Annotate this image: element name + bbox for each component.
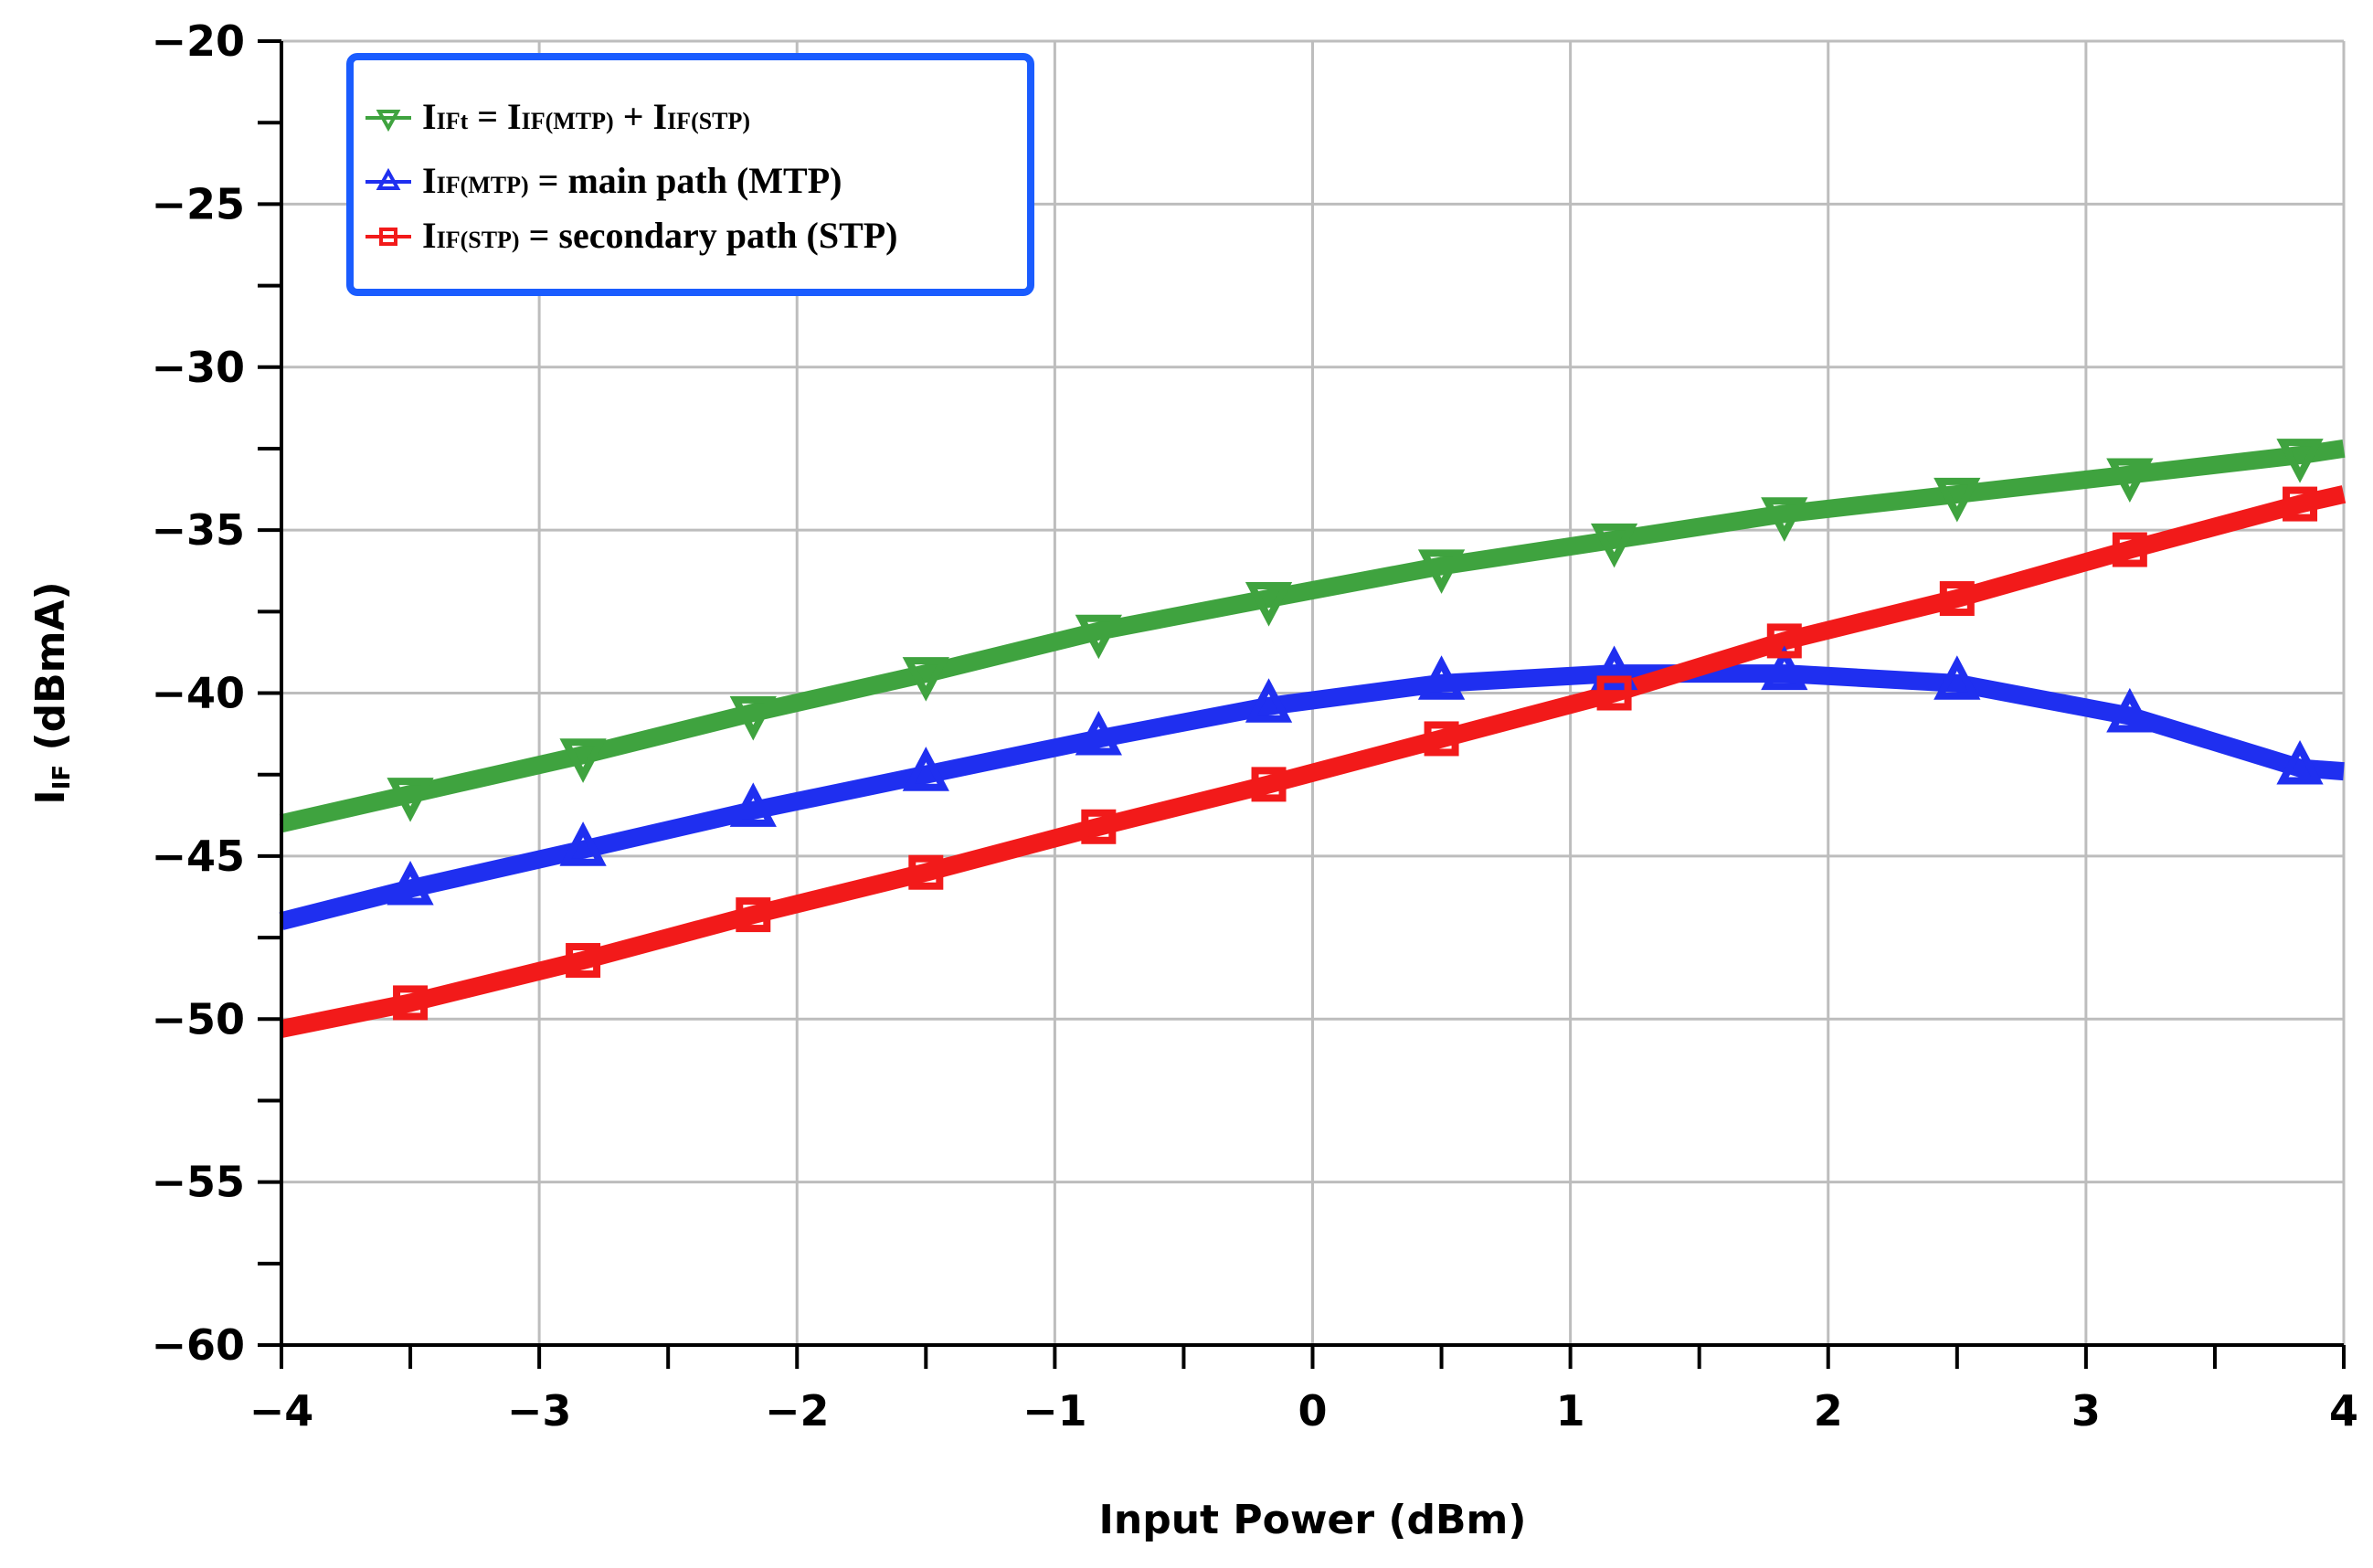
legend-label-part: IF(MTP) <box>437 172 529 198</box>
data-point-total <box>729 695 777 741</box>
series-line-stp <box>280 485 2347 1038</box>
legend-label-part: IF(MTP) <box>522 108 614 134</box>
x-tick-label: −1 <box>1022 1386 1087 1436</box>
x-tick-label: −4 <box>249 1386 314 1436</box>
y-tick-label: −25 <box>151 179 245 228</box>
y-tick-label: −40 <box>151 669 245 718</box>
data-point-mtp <box>729 782 777 827</box>
data-point-mtp <box>387 860 434 906</box>
x-tick-label: 1 <box>1556 1386 1585 1436</box>
data-point-total <box>1933 477 1981 523</box>
legend-label-part: IF(STP) <box>437 227 520 253</box>
x-tick-label: 2 <box>1814 1386 1843 1436</box>
x-tick-label: 3 <box>2071 1386 2101 1436</box>
legend-marker-mtp <box>376 167 401 190</box>
data-point-stp <box>1424 721 1459 757</box>
data-point-stp <box>1939 581 1975 617</box>
data-point-mtp <box>1075 710 1122 756</box>
y-axis-title-rest: (dBmA) <box>27 581 74 764</box>
data-point-stp <box>1081 809 1117 844</box>
y-tick-label: −60 <box>151 1320 245 1370</box>
data-point-mtp <box>1761 645 1808 691</box>
legend-marker-total <box>376 110 401 132</box>
y-tick-label: −30 <box>151 343 245 392</box>
legend-label-part: + I <box>614 96 667 137</box>
data-point-mtp <box>1590 645 1638 691</box>
legend-label-stp: IIF(STP) = secondary path (STP) <box>422 215 898 256</box>
data-point-stp <box>908 854 944 890</box>
legend-label-part: IF(STP) <box>667 108 750 134</box>
x-axis-title: Input Power (dBm) <box>1099 1497 1527 1543</box>
data-point-mtp <box>1245 678 1293 723</box>
legend-label-part: I <box>422 215 437 256</box>
data-point-total <box>2276 439 2324 483</box>
data-point-mtp <box>2106 687 2154 733</box>
legend-marker-stp <box>379 228 397 246</box>
data-point-stp <box>1766 623 1802 659</box>
data-point-mtp <box>559 821 607 866</box>
data-point-mtp <box>902 747 949 791</box>
y-tick-label: −55 <box>151 1158 245 1207</box>
y-tick-label: −45 <box>151 832 245 881</box>
data-point-stp <box>1596 675 1632 711</box>
legend-label-total: IIFt = IIF(MTP) + IIF(STP) <box>422 96 750 137</box>
data-point-total <box>1245 582 1293 627</box>
data-point-mtp <box>1933 655 1981 700</box>
x-tick-label: 4 <box>2329 1386 2358 1436</box>
y-tick-label: −20 <box>151 16 245 66</box>
data-point-stp <box>393 985 429 1021</box>
y-axis-title-main: I <box>27 789 74 804</box>
data-point-total <box>902 657 949 702</box>
data-point-stp <box>2283 486 2318 522</box>
data-point-stp <box>1251 767 1287 802</box>
x-tick-label: −3 <box>507 1386 572 1436</box>
y-tick-label: −35 <box>151 505 245 555</box>
y-axis-title: IIF (dBmA) <box>27 581 76 804</box>
legend-label-part: I <box>422 96 437 137</box>
data-point-stp <box>566 943 601 979</box>
x-tick-label: 0 <box>1298 1386 1327 1436</box>
legend: IIFt = IIF(MTP) + IIF(STP)IIF(MTP) = mai… <box>346 53 1034 296</box>
series-line-total <box>279 440 2346 832</box>
legend-label-mtp: IIF(MTP) = main path (MTP) <box>422 160 842 201</box>
legend-box <box>346 53 1034 296</box>
data-point-total <box>1590 523 1638 568</box>
data-point-total <box>2106 458 2154 503</box>
data-point-mtp <box>1417 655 1466 700</box>
data-point-total <box>387 778 434 822</box>
plot-area <box>279 439 2347 1038</box>
y-tick-label: −50 <box>151 994 245 1044</box>
legend-label-part: = I <box>468 96 521 137</box>
data-point-total <box>1417 549 1466 594</box>
legend-label-part: = secondary path (STP) <box>520 215 898 256</box>
legend-label-part: = main path (MTP) <box>529 160 842 201</box>
data-point-stp <box>736 897 771 933</box>
x-tick-label: −2 <box>765 1386 830 1436</box>
data-point-total <box>1075 614 1122 660</box>
data-point-mtp <box>2276 739 2324 785</box>
y-axis-title-sub: IF <box>48 765 76 789</box>
legend-label-part: IFt <box>437 108 469 134</box>
data-point-stp <box>2112 532 2147 567</box>
data-point-total <box>559 738 607 783</box>
axes: −4 −3 −2 −1 0 1 2 3 4 −20 −25 −30 −35 −40 −45 −50 −55 −60 <box>151 16 2358 1436</box>
data-point-total <box>1761 497 1808 542</box>
series-line-mtp <box>279 664 2345 930</box>
legend-label-part: I <box>422 160 437 201</box>
